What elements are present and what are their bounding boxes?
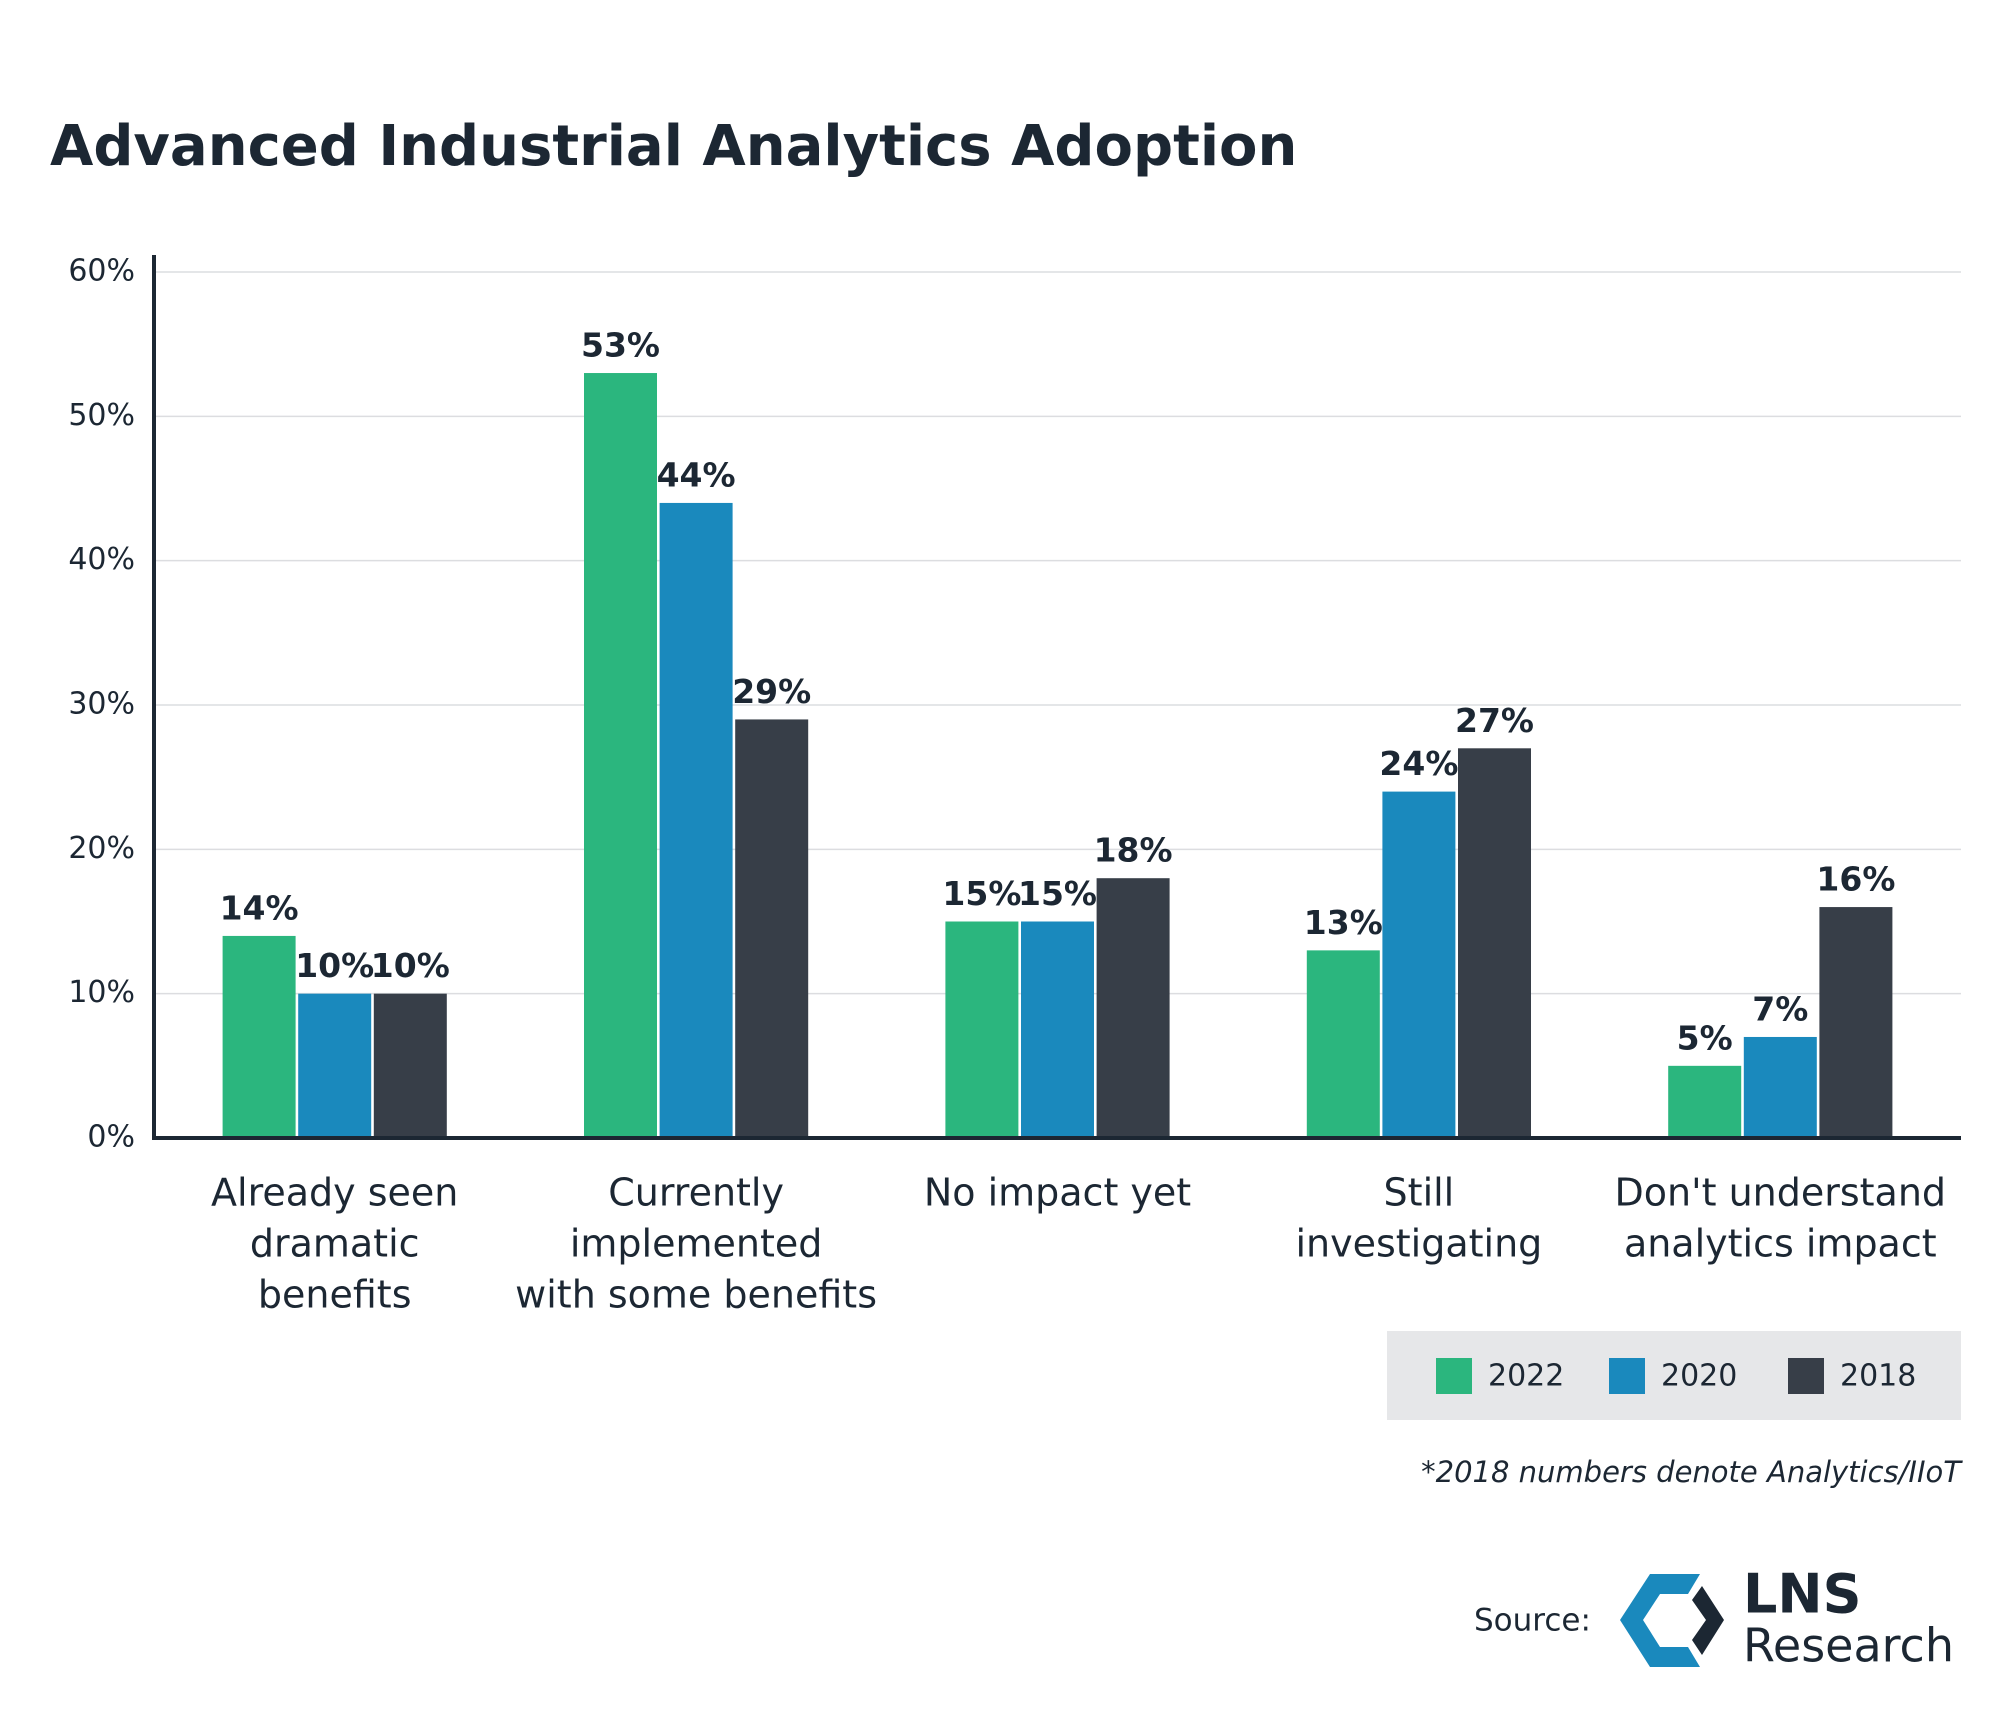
y-tick-label: 60% [68,254,135,289]
value-label: 14% [220,888,299,927]
footnote: *2018 numbers denote Analytics/IIoT [1421,1455,1963,1489]
logo-mark [1620,1574,1700,1667]
logo-mark [1692,1586,1724,1655]
x-tick-label: investigating [1295,1222,1542,1266]
legend-label: 2022 [1488,1359,1564,1394]
bar [373,993,447,1138]
x-tick-label: Still [1384,1171,1455,1215]
legend-label: 2020 [1661,1359,1737,1394]
value-label: 5% [1677,1018,1733,1057]
x-tick-label: dramatic [250,1222,420,1266]
legend-swatch [1788,1358,1824,1394]
value-label: 29% [732,672,811,711]
bar [1306,950,1380,1138]
y-tick-label: 20% [68,831,135,866]
bar [659,502,733,1138]
x-tick-label: Don't understand [1615,1171,1947,1215]
value-label: 15% [1018,874,1097,913]
x-tick-label: with some benefits [515,1273,877,1317]
bar [1458,748,1531,1138]
chart-title: Advanced Industrial Analytics Adoption [50,114,1297,179]
legend-label: 2018 [1840,1359,1916,1394]
value-label: 53% [581,326,660,365]
bar [1819,907,1893,1138]
value-label: 10% [371,946,450,985]
value-label: 15% [942,874,1021,913]
x-tick-label: analytics impact [1624,1222,1937,1266]
bar [945,921,1019,1138]
y-tick-label: 0% [87,1120,135,1155]
x-tick-label: Already seen [211,1171,458,1215]
bar [298,993,372,1138]
y-tick-label: 40% [68,542,135,577]
y-tick-label: 50% [68,398,135,433]
legend-swatch [1609,1358,1645,1394]
value-label: 10% [295,946,374,985]
bar [1743,1036,1817,1138]
value-label: 18% [1094,831,1173,870]
y-tick-label: 30% [68,687,135,722]
legend-swatch [1436,1358,1472,1394]
value-label: 7% [1752,989,1808,1028]
source-label: Source: [1474,1603,1591,1639]
y-tick-label: 10% [68,975,135,1010]
bar [1668,1065,1742,1138]
bar [1021,921,1094,1138]
value-label: 13% [1304,903,1383,942]
x-tick-label: No impact yet [924,1171,1191,1215]
value-label: 16% [1816,860,1895,899]
x-tick-label: implemented [570,1222,823,1266]
logo: LNS Research [1620,1563,1954,1673]
logo-text: LNS [1743,1563,1862,1626]
x-tick-label: benefits [258,1273,412,1317]
bar [735,719,809,1138]
bar [1096,878,1170,1138]
value-label: 44% [657,455,736,494]
bar [584,373,657,1138]
legend-box [1387,1331,1961,1420]
value-label: 24% [1379,744,1458,783]
x-tick-label: Currently [608,1171,784,1215]
bar [222,935,296,1138]
value-label: 27% [1455,701,1534,740]
bar [1382,791,1456,1138]
logo-text: Research [1743,1619,1954,1673]
